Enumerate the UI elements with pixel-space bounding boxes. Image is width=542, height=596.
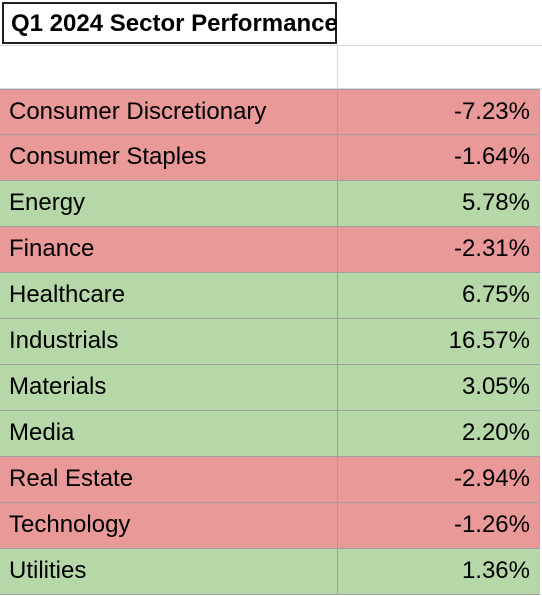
sector-return-cell[interactable]: 3.05%: [461, 373, 530, 400]
sector-return-cell[interactable]: -2.94%: [453, 465, 530, 492]
sector-return-cell[interactable]: 6.75%: [461, 281, 530, 308]
sector-name-cell[interactable]: Real Estate: [0, 457, 338, 502]
sector-name-cell[interactable]: Materials: [0, 365, 338, 410]
table-row: Consumer Discretionary -7.23%: [0, 89, 540, 135]
table-row: Industrials 16.57%: [0, 319, 540, 365]
blank-row: [0, 46, 542, 89]
sector-return-cell[interactable]: -2.31%: [453, 235, 530, 262]
sector-name-cell[interactable]: Utilities: [0, 549, 338, 594]
table-row: Utilities 1.36%: [0, 549, 540, 595]
sector-return-cell[interactable]: 2.20%: [461, 419, 530, 446]
sector-name-cell[interactable]: Industrials: [0, 319, 338, 364]
table-row: Healthcare 6.75%: [0, 273, 540, 319]
sector-return-cell[interactable]: -1.26%: [453, 511, 530, 538]
table-row: Real Estate -2.94%: [0, 457, 540, 503]
table-row: Finance -2.31%: [0, 227, 540, 273]
sector-name-cell[interactable]: Finance: [0, 227, 338, 272]
sector-return-cell[interactable]: -7.23%: [453, 98, 530, 125]
sector-performance-table: Consumer Discretionary -7.23% Consumer S…: [0, 89, 542, 595]
sector-return-cell[interactable]: 1.36%: [461, 557, 530, 584]
sector-return-cell[interactable]: 16.57%: [448, 327, 530, 354]
table-row: Consumer Staples -1.64%: [0, 135, 540, 181]
sector-name-cell[interactable]: Healthcare: [0, 273, 338, 318]
sector-name-cell[interactable]: Technology: [0, 503, 338, 548]
title-row: Q1 2024 Sector Performance: [0, 0, 542, 46]
sector-name-cell[interactable]: Energy: [0, 181, 338, 226]
empty-cell[interactable]: [0, 46, 338, 89]
sector-name-cell[interactable]: Consumer Discretionary: [0, 90, 338, 134]
sector-return-cell[interactable]: 5.78%: [461, 189, 530, 216]
table-row: Media 2.20%: [0, 411, 540, 457]
table-row: Materials 3.05%: [0, 365, 540, 411]
table-row: Technology -1.26%: [0, 503, 540, 549]
sector-return-cell[interactable]: -1.64%: [453, 143, 530, 170]
table-row: Energy 5.78%: [0, 181, 540, 227]
sector-name-cell[interactable]: Consumer Staples: [0, 135, 338, 180]
title-cell[interactable]: Q1 2024 Sector Performance: [2, 2, 338, 44]
sector-name-cell[interactable]: Media: [0, 411, 338, 456]
